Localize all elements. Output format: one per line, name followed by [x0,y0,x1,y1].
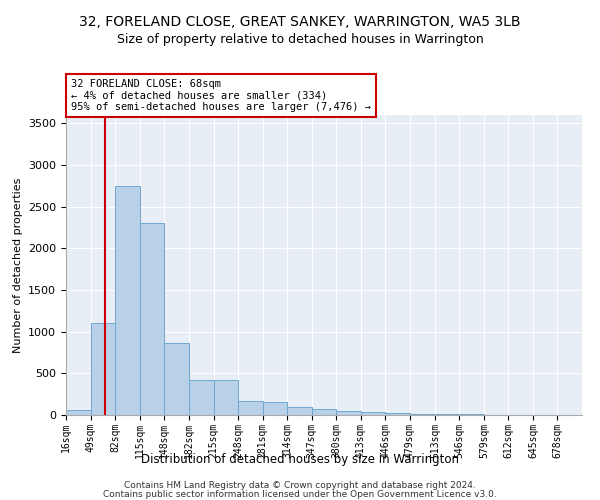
Text: Contains HM Land Registry data © Crown copyright and database right 2024.: Contains HM Land Registry data © Crown c… [124,481,476,490]
Text: 32 FORELAND CLOSE: 68sqm
← 4% of detached houses are smaller (334)
95% of semi-d: 32 FORELAND CLOSE: 68sqm ← 4% of detache… [71,79,371,112]
Bar [140,224,164,415]
Text: Contains public sector information licensed under the Open Government Licence v3: Contains public sector information licen… [103,490,497,499]
Bar [164,342,189,415]
Bar [385,413,410,415]
Bar [189,380,214,415]
Bar [410,414,435,415]
Bar [435,414,460,415]
Bar [312,409,336,415]
Bar [336,411,361,415]
Bar [263,402,287,415]
Bar [238,401,263,415]
Text: 32, FORELAND CLOSE, GREAT SANKEY, WARRINGTON, WA5 3LB: 32, FORELAND CLOSE, GREAT SANKEY, WARRIN… [79,15,521,29]
Bar [115,186,140,415]
Bar [484,414,508,415]
Y-axis label: Number of detached properties: Number of detached properties [13,178,23,352]
Bar [287,407,312,415]
Bar [361,412,385,415]
Bar [66,410,91,415]
Bar [214,380,238,415]
Text: Distribution of detached houses by size in Warrington: Distribution of detached houses by size … [141,452,459,466]
Text: Size of property relative to detached houses in Warrington: Size of property relative to detached ho… [116,32,484,46]
Bar [91,324,115,415]
Bar [460,414,484,415]
